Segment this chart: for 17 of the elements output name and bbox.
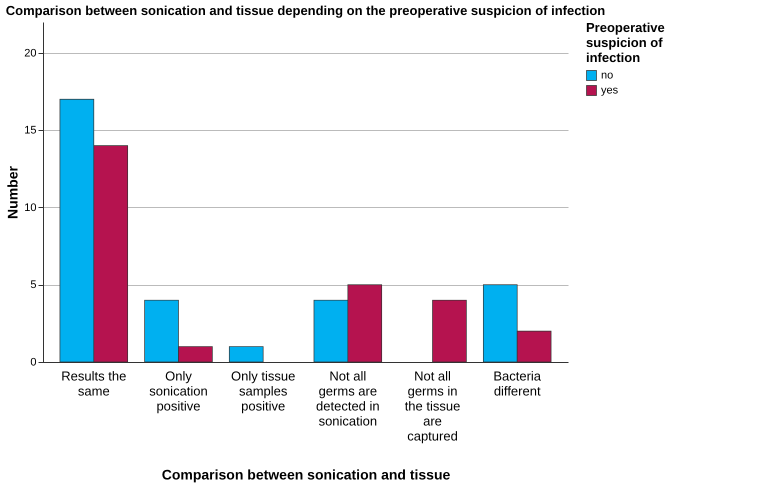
x-tick-label: Bacteria different [493,368,542,398]
y-axis-title: Number [4,166,20,219]
y-tick-label: 5 [30,279,36,292]
y-tick-label: 15 [24,124,36,137]
chart-title: Comparison between sonication and tissue depending on the preoperative suspicion of infection [6,3,606,18]
legend-label: no [601,70,614,82]
y-tick-label: 20 [24,47,36,60]
x-tick-label: Only tissue samples positive [231,368,296,414]
x-axis-title: Comparison between sonication and tissue [162,466,451,482]
x-tick-label: Results the same [61,368,126,398]
legend-label: yes [601,84,619,96]
x-tick-label: Not all germs in the tissue are captured [404,368,460,444]
x-tick-label: Only sonication positive [149,368,208,414]
y-tick-label: 10 [24,202,36,214]
x-tick-label: Not all germs are detected in sonication [316,368,380,428]
legend-title: Preoperative suspicion of infection [586,20,665,65]
y-tick-label: 0 [30,356,36,368]
